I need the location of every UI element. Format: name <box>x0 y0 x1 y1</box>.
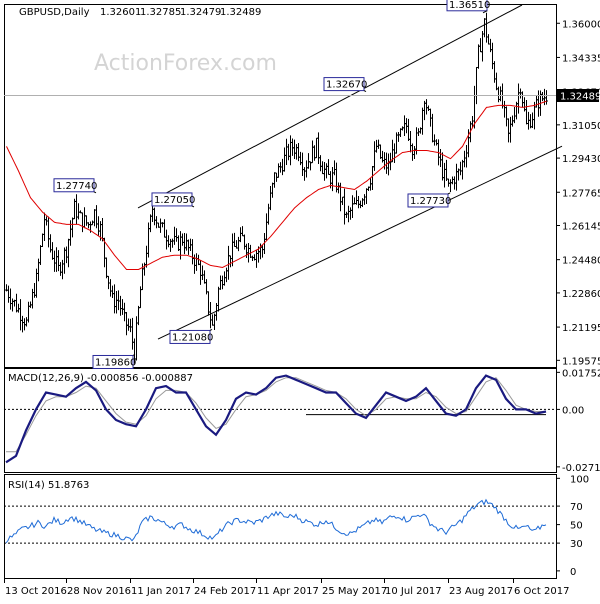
x-tick-label: 23 Aug 2017 <box>449 586 513 597</box>
rsi-tick-label: 30 <box>570 539 583 550</box>
annotation-label: 1.32670 <box>326 80 367 91</box>
x-tick-label: 6 Oct 2017 <box>514 586 569 597</box>
price-tick-label: 1.21195 <box>562 323 600 334</box>
rsi-tick-label: 70 <box>570 502 583 513</box>
header-low: 1.32479 <box>180 7 221 18</box>
x-tick-label: 24 Feb 2017 <box>194 586 256 597</box>
annotation-leader <box>364 91 366 92</box>
x-tick-label: 25 May 2017 <box>322 586 387 597</box>
annotation-label: 1.36510 <box>449 0 490 11</box>
header-high: 1.32785 <box>140 7 181 18</box>
x-tick-label: 10 Jul 2017 <box>385 586 442 597</box>
macd-tick-label: 0.00 <box>562 405 584 416</box>
price-tick-label: 1.29430 <box>562 154 600 165</box>
header-close: 1.32489 <box>220 7 261 18</box>
price-tick-label: 1.34335 <box>562 53 600 64</box>
annotation-label: 1.19860 <box>95 357 136 368</box>
header-symbol: GBPUSD,Daily <box>19 7 90 18</box>
macd-line <box>6 376 546 463</box>
current-price-label: 1.32489 <box>560 92 600 103</box>
watermark: ActionForex.com <box>94 51 277 76</box>
rsi-label: RSI(14) 51.8763 <box>8 480 89 491</box>
macd-layer <box>4 376 556 463</box>
price-layer: 1.36510 1.32670 1.27740 1.27050 1.27730 1.210… <box>4 0 562 368</box>
price-tick-label: 1.26145 <box>562 222 600 233</box>
macd-tick-label: -0.027169 <box>562 463 600 474</box>
annotation-label: 1.27740 <box>56 181 97 192</box>
channel-line-lower <box>158 146 562 339</box>
price-tick-label: 1.31050 <box>562 121 600 132</box>
annotation-leader <box>94 192 96 193</box>
price-tick-label: 1.22860 <box>562 289 600 300</box>
annotation-label: 1.27730 <box>410 196 451 207</box>
price-tick-label: 1.24480 <box>562 256 600 267</box>
macd-tick-label: 0.017521 <box>562 368 600 379</box>
rsi-layer <box>4 500 556 543</box>
annotation-leader <box>192 206 194 207</box>
annotation-leader <box>448 193 450 194</box>
price-tick-label: 1.27765 <box>562 188 600 199</box>
x-tick-label: 11 Apr 2017 <box>257 586 319 597</box>
header-open: 1.32601 <box>100 7 141 18</box>
x-tick-label: 28 Nov 2016 <box>67 586 131 597</box>
price-tick-label: 1.19575 <box>562 356 600 367</box>
macd-label: MACD(12,26,9) -0.000856 -0.000887 <box>8 373 193 384</box>
annotation-label: 1.27050 <box>154 195 195 206</box>
annotation-label: 1.21080 <box>172 332 213 343</box>
rsi-tick-label: 50 <box>570 521 583 532</box>
x-tick-label: 13 Oct 2016 <box>5 586 67 597</box>
rsi-tick-label: 100 <box>570 474 589 485</box>
annotation-leader <box>210 329 212 330</box>
price-tick-label: 1.36000 <box>562 19 600 30</box>
rsi-tick-label: 0 <box>570 567 576 578</box>
x-tick-label: 11 Jan 2017 <box>131 586 191 597</box>
